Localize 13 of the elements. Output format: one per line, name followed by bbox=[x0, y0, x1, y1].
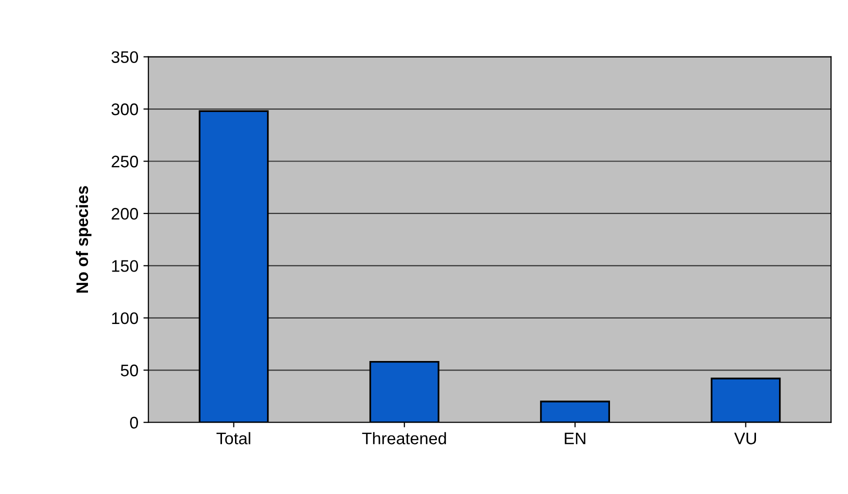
y-tick-label: 250 bbox=[112, 156, 138, 168]
y-tick-label: 100 bbox=[112, 312, 138, 324]
x-tick-label: Threatened bbox=[362, 432, 446, 444]
y-tick-label: 50 bbox=[120, 364, 138, 376]
y-tick-label: 150 bbox=[112, 260, 138, 272]
x-tick-label: VU bbox=[734, 432, 756, 444]
y-tick-label: 200 bbox=[112, 208, 138, 220]
y-tick-label: 0 bbox=[130, 416, 138, 429]
y-tick-label: 300 bbox=[112, 103, 138, 116]
x-tick-label: EN bbox=[564, 432, 586, 444]
y-tick-label: 350 bbox=[112, 51, 138, 64]
y-axis-title: No of species bbox=[76, 186, 92, 293]
x-tick-label: Total bbox=[216, 432, 250, 444]
